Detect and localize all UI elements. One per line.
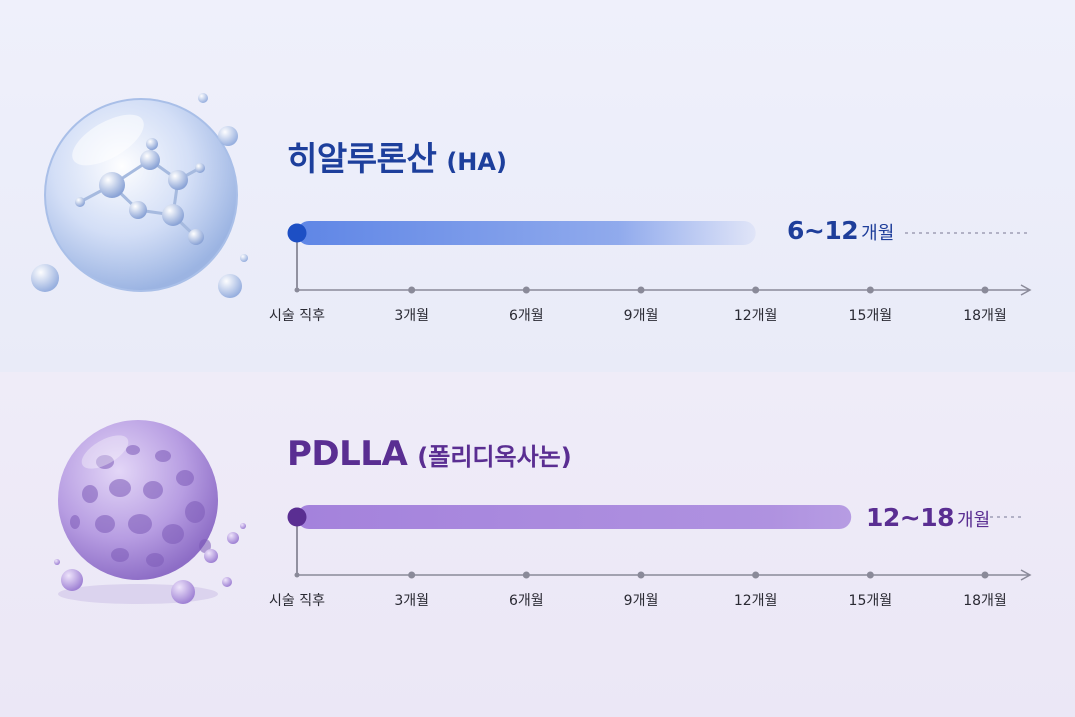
tick-dot-pdlla (981, 571, 989, 579)
tick-dot-ha (866, 286, 874, 294)
tick-dot-ha (752, 286, 760, 294)
tick-label-ha: 12개월 (733, 308, 778, 324)
tick-dot-pdlla (752, 571, 760, 579)
tick-label-pdlla: 6개월 (508, 593, 544, 609)
range-value: 6~12 (787, 216, 859, 245)
tick-label-ha: 15개월 (848, 308, 893, 324)
tick-dot-ha (522, 286, 530, 294)
start-marker-ha (287, 223, 307, 243)
porous-pdlla-sphere-icon (54, 420, 246, 604)
title-main: PDLLA (287, 434, 408, 474)
tick-dot-pdlla (408, 571, 416, 579)
duration-bar-ha (297, 221, 756, 245)
tick-label-ha: 6개월 (508, 308, 544, 324)
axis-arrow-ha (1020, 284, 1032, 296)
tick-label-pdlla: 시술 직후 (269, 593, 325, 609)
tick-label-ha: 3개월 (394, 308, 429, 324)
title-subtitle: (HA) (446, 148, 507, 176)
tick-label-pdlla: 3개월 (394, 593, 429, 609)
duration-bar-pdlla (297, 505, 852, 529)
range-label-ha: 6~12 개월 (787, 216, 894, 245)
tick-label-pdlla: 12개월 (733, 593, 778, 609)
range-unit: 개월 (861, 223, 895, 244)
axis-arrow-pdlla (1020, 569, 1032, 581)
range-unit: 개월 (957, 510, 991, 531)
tick-dot-ha (981, 286, 989, 294)
hyaluronic-acid-molecule-bubble-icon (31, 93, 248, 298)
title-main: 히알루론산 (287, 139, 437, 178)
chart-title-pdlla: PDLLA (폴리디옥사논) (287, 434, 572, 474)
chart-title-ha: 히알루론산 (HA) (287, 132, 507, 180)
tick-dot-pdlla (637, 571, 645, 579)
tick-label-pdlla: 9개월 (623, 593, 659, 609)
tick-dot-pdlla (522, 571, 530, 579)
range-label-pdlla: 12~18 개월 (866, 503, 990, 532)
tick-label-ha: 시술 직후 (269, 308, 325, 324)
tick-label-ha: 9개월 (623, 308, 659, 324)
tick-label-pdlla: 18개월 (963, 593, 1007, 609)
tick-dot-ha (408, 286, 416, 294)
start-marker-pdlla (287, 507, 307, 527)
tick-dot-ha (637, 286, 645, 294)
title-subtitle: (폴리디옥사논) (417, 443, 572, 471)
tick-label-pdlla: 15개월 (848, 593, 893, 609)
tick-dot-ha (294, 287, 300, 293)
range-value: 12~18 (866, 503, 955, 532)
tick-label-ha: 18개월 (963, 308, 1007, 324)
tick-dot-pdlla (866, 571, 874, 579)
tick-dot-pdlla (294, 572, 300, 578)
